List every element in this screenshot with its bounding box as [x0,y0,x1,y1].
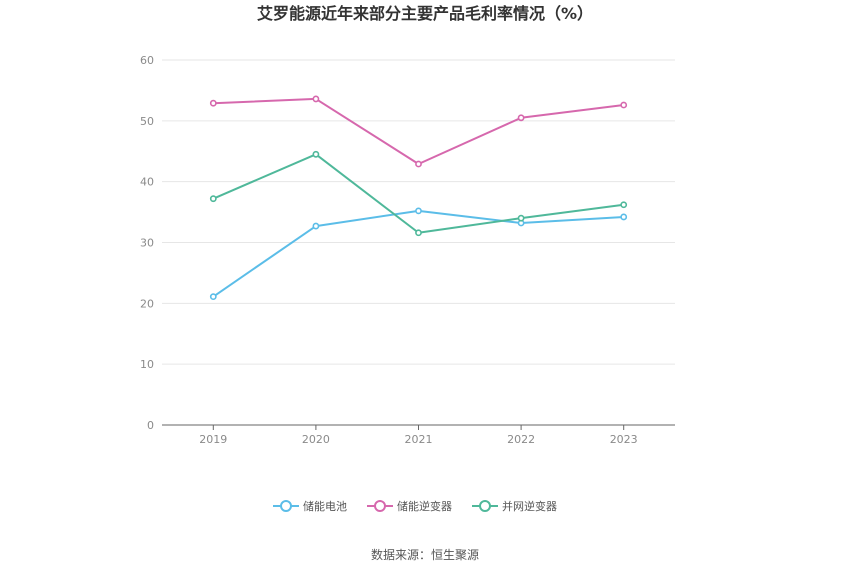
legend: 储能电池 储能逆变器 并网逆变器 [273,499,557,513]
data-point [415,160,422,168]
series-group [209,207,628,301]
x-tick-label: 2021 [405,433,433,446]
series-group [209,95,628,168]
series-layer [209,95,628,301]
series-group [209,150,628,237]
y-tick-label: 0 [147,419,154,432]
data-source: 数据来源：恒生聚源 [371,547,479,562]
y-tick-label: 50 [140,115,154,128]
legend-label: 储能电池 [303,499,347,513]
grid-lines [162,59,675,365]
data-point [312,222,320,230]
data-point [620,201,628,209]
x-tick-label: 2023 [610,433,638,446]
legend-marker [280,500,292,512]
data-point [620,101,628,109]
series-line [212,209,624,298]
data-point [517,214,525,222]
y-axis-ticks: 0 10 20 30 40 50 60 [140,54,154,432]
data-point [415,207,422,215]
data-point [517,114,525,122]
y-tick-label: 40 [140,176,154,189]
data-point [312,150,320,158]
x-tick-label: 2020 [302,433,330,446]
legend-marker [374,500,386,512]
y-tick-label: 10 [140,358,154,371]
data-point [209,195,217,203]
x-tick-label: 2019 [199,433,227,446]
data-point [312,95,320,103]
data-point [209,99,217,107]
y-tick-label: 30 [140,237,154,250]
legend-item[interactable]: 储能逆变器 [367,499,452,513]
y-tick-label: 20 [140,297,154,310]
legend-item[interactable]: 并网逆变器 [472,499,557,513]
legend-label: 储能逆变器 [397,499,452,513]
x-tick-label: 2022 [507,433,535,446]
data-point [209,293,217,301]
series-line [213,97,624,166]
legend-item[interactable]: 储能电池 [273,499,347,513]
chart-title: 艾罗能源近年来部分主要产品毛利率情况（%） [257,4,593,23]
x-axis: 2019 2020 2021 2022 2023 [162,424,675,446]
legend-marker [479,500,491,512]
data-point [620,213,628,221]
legend-label: 并网逆变器 [502,499,557,513]
y-tick-label: 60 [140,54,154,67]
data-point [415,229,422,237]
